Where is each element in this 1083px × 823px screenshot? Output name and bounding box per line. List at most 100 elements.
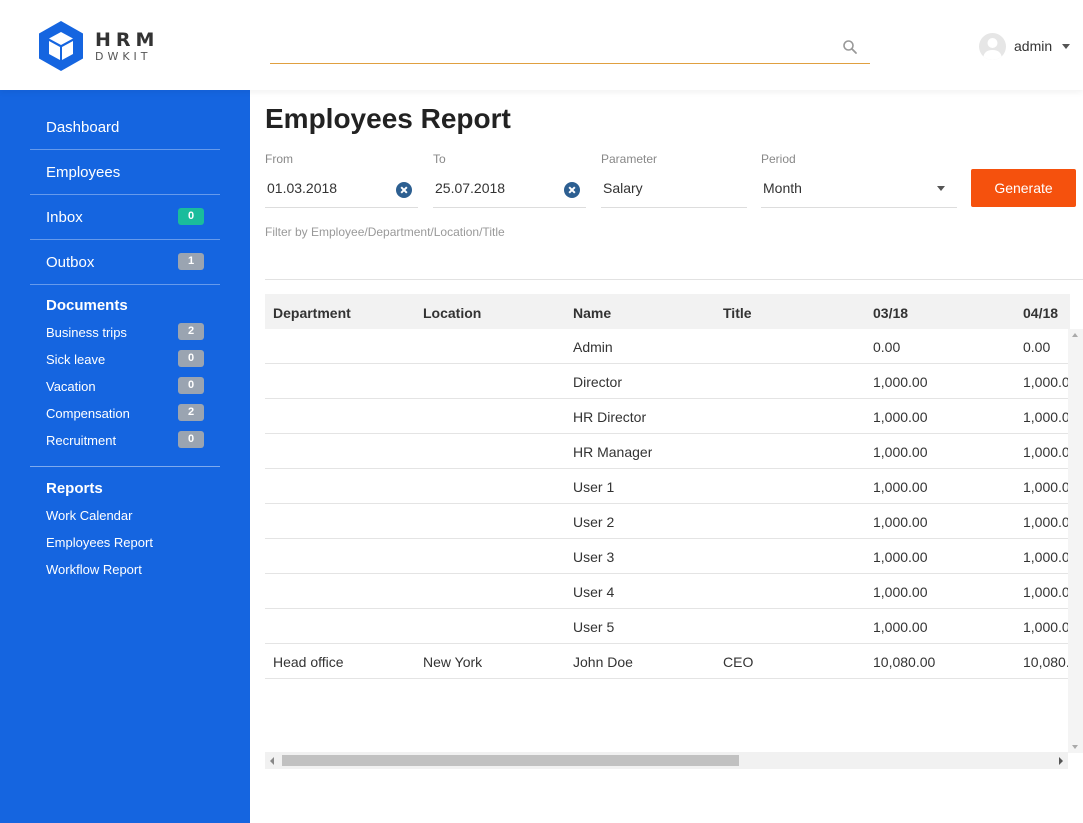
table-row[interactable]: User 3 1,000.00 1,000.00 [265, 539, 1068, 574]
sidebar-item-label: Work Calendar [46, 508, 133, 523]
column-header-department[interactable]: Department [273, 305, 351, 321]
sidebar-item-sick-leave[interactable]: Sick leave 0 [30, 346, 220, 373]
sidebar: Dashboard Employees Inbox 0 Outbox 1 Doc… [0, 90, 250, 823]
sidebar-item-work-calendar[interactable]: Work Calendar [30, 502, 220, 529]
table-row[interactable]: Director 1,000.00 1,000.00 [265, 364, 1068, 399]
logo-subtitle: DWKIT [95, 50, 152, 63]
cell-value: 1,000.00 [873, 374, 928, 390]
cell-name: HR Manager [573, 444, 653, 460]
app-logo[interactable]: HRM DWKIT [38, 20, 158, 72]
scroll-up-icon[interactable] [1072, 333, 1078, 337]
sidebar-item-business-trips[interactable]: Business trips 2 [30, 319, 220, 346]
sidebar-item-label: Dashboard [46, 119, 120, 136]
sidebar-section-documents[interactable]: Documents [46, 297, 128, 314]
column-header-month[interactable]: 03/18 [873, 305, 909, 321]
cell-value: 1,000.00 [873, 549, 928, 565]
sidebar-item-label: Inbox [46, 209, 83, 226]
clear-icon[interactable] [564, 182, 580, 198]
user-name[interactable]: admin [1014, 38, 1053, 54]
from-date-input[interactable] [267, 180, 387, 196]
scroll-right-icon[interactable] [1059, 757, 1063, 765]
count-badge: 0 [178, 431, 204, 448]
table-row[interactable]: Admin 0.00 0.00 [265, 329, 1068, 364]
parameter-label: Parameter [601, 152, 658, 166]
count-badge: 2 [178, 404, 204, 421]
count-badge: 2 [178, 323, 204, 340]
sidebar-item-label: Employees [46, 164, 121, 181]
filter-hint[interactable]: Filter by Employee/Department/Location/T… [265, 225, 505, 239]
cell-value: 1,000.00 [873, 479, 928, 495]
sidebar-item-inbox[interactable]: Inbox 0 [30, 195, 220, 240]
cell-name: User 3 [573, 549, 615, 565]
clear-icon[interactable] [396, 182, 412, 198]
scroll-down-icon[interactable] [1072, 745, 1078, 749]
sidebar-item-compensation[interactable]: Compensation 2 [30, 400, 220, 427]
avatar[interactable] [979, 32, 1006, 60]
horizontal-scrollbar[interactable] [265, 752, 1068, 769]
table-row[interactable]: User 2 1,000.00 1,000.00 [265, 504, 1068, 539]
sidebar-divider [30, 466, 220, 467]
cell-location: New York [423, 654, 483, 670]
chevron-down-icon[interactable] [1062, 43, 1071, 49]
sidebar-item-employees-report[interactable]: Employees Report [30, 529, 220, 556]
cell-name: User 2 [573, 514, 615, 530]
column-header-title[interactable]: Title [723, 305, 752, 321]
cell-value: 1,000.00 [1023, 619, 1068, 635]
logo-title: HRM [95, 29, 160, 51]
column-header-name[interactable]: Name [573, 305, 612, 321]
filter-underline [265, 279, 1083, 280]
scrollbar-thumb[interactable] [282, 755, 739, 766]
table-row[interactable]: HR Manager 1,000.00 1,000.00 [265, 434, 1068, 469]
sidebar-item-vacation[interactable]: Vacation 0 [30, 373, 220, 400]
sidebar-item-label: Sick leave [46, 352, 106, 367]
sidebar-item-workflow-report[interactable]: Workflow Report [30, 556, 220, 583]
table-row[interactable]: User 5 1,000.00 1,000.00 [265, 609, 1068, 644]
parameter-input[interactable] [603, 180, 723, 196]
table-row[interactable]: HR Director 1,000.00 1,000.00 [265, 399, 1068, 434]
sidebar-item-label: Business trips [46, 325, 127, 340]
user-icon [983, 37, 1002, 60]
cell-value: 10,080.00 [1023, 654, 1068, 670]
cell-department: Head office [273, 654, 344, 670]
sidebar-item-dashboard[interactable]: Dashboard [30, 105, 220, 150]
cell-value: 1,000.00 [1023, 514, 1068, 530]
scroll-left-icon[interactable] [270, 757, 274, 765]
period-select[interactable] [761, 172, 957, 208]
cell-name: Admin [573, 339, 613, 355]
sidebar-item-label: Workflow Report [46, 562, 142, 577]
table-row[interactable]: Head office New York John Doe CEO 10,080… [265, 644, 1068, 679]
from-label: From [265, 152, 293, 166]
cell-value: 1,000.00 [1023, 409, 1068, 425]
sidebar-item-label: Compensation [46, 406, 130, 421]
sidebar-item-recruitment[interactable]: Recruitment 0 [30, 427, 220, 454]
count-badge: 0 [178, 350, 204, 367]
sidebar-section-reports[interactable]: Reports [46, 480, 103, 497]
search-input[interactable] [270, 30, 830, 62]
generate-button[interactable]: Generate [971, 169, 1076, 207]
cell-name: User 4 [573, 584, 615, 600]
chevron-down-icon[interactable] [937, 186, 945, 191]
sidebar-item-outbox[interactable]: Outbox 1 [30, 240, 220, 285]
cell-value: 1,000.00 [873, 444, 928, 460]
inbox-count-badge: 0 [178, 208, 204, 225]
period-select-value[interactable] [763, 180, 883, 196]
to-label: To [433, 152, 446, 166]
sidebar-item-employees[interactable]: Employees [30, 150, 220, 195]
cell-value: 1,000.00 [1023, 584, 1068, 600]
search-icon[interactable] [842, 39, 858, 55]
period-label: Period [761, 152, 796, 166]
cell-value: 1,000.00 [873, 584, 928, 600]
table-row[interactable]: User 4 1,000.00 1,000.00 [265, 574, 1068, 609]
column-header-month[interactable]: 04/18 [1023, 305, 1059, 321]
to-date-input[interactable] [435, 180, 555, 196]
cell-value: 1,000.00 [1023, 479, 1068, 495]
cell-value: 1,000.00 [1023, 549, 1068, 565]
column-header-location[interactable]: Location [423, 305, 482, 321]
table-row[interactable]: User 1 1,000.00 1,000.00 [265, 469, 1068, 504]
cell-value: 0.00 [873, 339, 901, 355]
report-table: Department Location Name Title 03/18 04/… [265, 294, 1083, 769]
sidebar-item-label: Vacation [46, 379, 96, 394]
user-menu[interactable]: admin [979, 32, 1071, 60]
cell-value: 1,000.00 [873, 514, 928, 530]
vertical-scrollbar[interactable] [1068, 329, 1083, 753]
